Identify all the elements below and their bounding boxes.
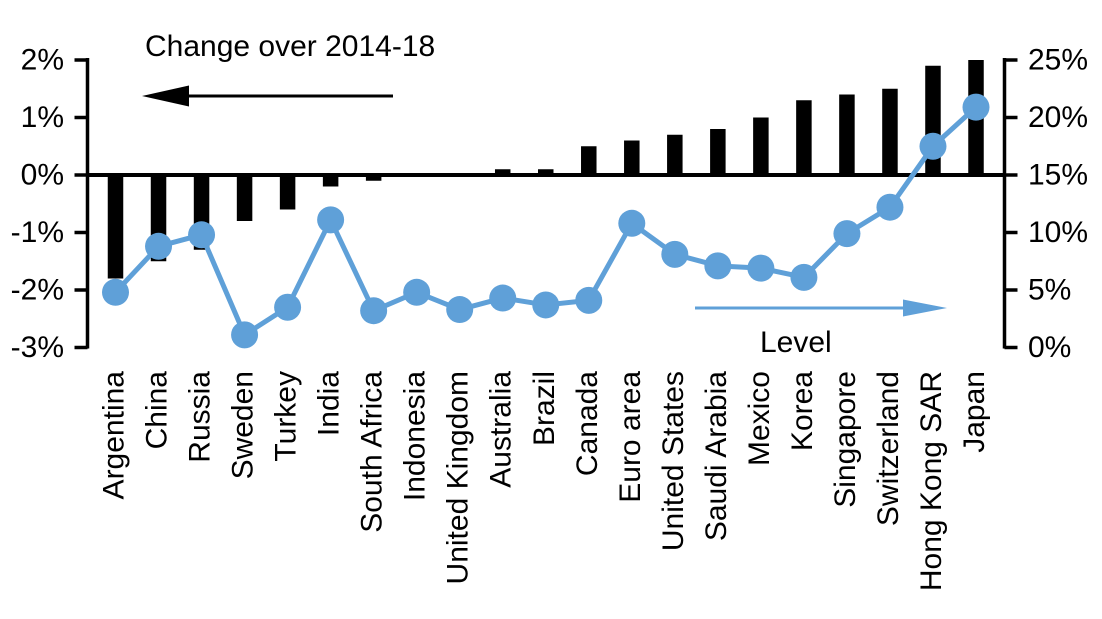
- left-axis-tick-label--1-: -1%: [11, 216, 64, 249]
- bar-mexico: [753, 117, 769, 175]
- bar-south-africa: [365, 175, 382, 181]
- right-axis-tick-label-10-: 10%: [1028, 216, 1088, 249]
- bar-korea: [796, 100, 812, 175]
- x-axis-label-hong-kong-sar: Hong Kong SAR: [915, 371, 948, 591]
- x-axis-label-japan: Japan: [958, 371, 991, 453]
- x-axis-label-canada: Canada: [571, 371, 604, 476]
- x-axis-label-singapore: Singapore: [829, 371, 862, 508]
- level-point-russia: [188, 221, 216, 249]
- level-point-korea: [790, 263, 818, 291]
- bar-canada: [581, 146, 597, 175]
- x-axis-label-united-kingdom: United Kingdom: [442, 371, 475, 584]
- level-point-japan: [962, 93, 990, 121]
- level-point-united-kingdom: [446, 296, 474, 324]
- bar-argentina: [107, 175, 124, 279]
- level-point-saudi-arabia: [704, 252, 732, 280]
- bar-brazil: [538, 169, 554, 175]
- level-point-switzerland: [876, 193, 904, 221]
- x-axis-label-korea: Korea: [786, 371, 819, 451]
- left-axis-tick-label-1-: 1%: [21, 101, 64, 134]
- line-series-label: Level: [760, 326, 832, 359]
- right-axis-tick-label-15-: 15%: [1028, 159, 1088, 192]
- x-axis-label-switzerland: Switzerland: [872, 371, 905, 526]
- x-axis-label-united-states: United States: [657, 371, 690, 551]
- x-axis-label-turkey: Turkey: [270, 371, 303, 462]
- x-axis-label-sweden: Sweden: [227, 371, 260, 479]
- level-point-sweden: [231, 321, 259, 349]
- level-point-brazil: [532, 291, 560, 319]
- x-axis-label-australia: Australia: [485, 371, 518, 488]
- right-axis-tick-label-5-: 5%: [1028, 274, 1071, 307]
- bar-sweden: [236, 175, 253, 221]
- x-axis-label-brazil: Brazil: [528, 371, 561, 446]
- right-axis-tick-label-25-: 25%: [1028, 44, 1088, 77]
- level-point-china: [145, 232, 173, 260]
- level-point-indonesia: [403, 278, 431, 306]
- level-point-south-africa: [360, 297, 388, 325]
- level-point-turkey: [274, 293, 302, 321]
- left-axis-tick-label-0-: 0%: [21, 159, 64, 192]
- level-point-australia: [489, 284, 517, 312]
- level-point-india: [317, 206, 345, 234]
- bar-series-label: Change over 2014-18: [145, 30, 436, 63]
- x-axis-label-indonesia: Indonesia: [399, 371, 432, 501]
- right-axis-tick-label-20-: 20%: [1028, 101, 1088, 134]
- x-axis-label-euro-area: Euro area: [614, 371, 647, 503]
- x-axis-label-mexico: Mexico: [743, 371, 776, 466]
- level-point-hong-kong-sar: [919, 132, 947, 160]
- level-point-united-states: [661, 240, 689, 268]
- right-axis-arrow-head: [903, 299, 947, 317]
- right-axis-tick-label-0-: 0%: [1028, 331, 1071, 364]
- x-axis-label-argentina: Argentina: [98, 371, 131, 500]
- bar-turkey: [279, 175, 296, 210]
- level-point-singapore: [833, 220, 861, 248]
- bar-australia: [494, 169, 511, 175]
- x-axis-label-russia: Russia: [184, 371, 217, 463]
- level-point-canada: [575, 286, 603, 314]
- bar-singapore: [839, 94, 855, 175]
- x-axis-label-saudi-arabia: Saudi Arabia: [700, 371, 733, 541]
- bar-euro-area: [624, 140, 640, 175]
- level-point-mexico: [747, 254, 775, 282]
- left-axis-tick-label-2-: 2%: [21, 44, 64, 77]
- bar-switzerland: [882, 88, 898, 175]
- level-point-argentina: [102, 278, 129, 306]
- left-axis-arrow-head: [142, 85, 189, 107]
- left-axis-tick-label--2-: -2%: [11, 274, 64, 307]
- x-axis-label-india: India: [313, 371, 346, 436]
- x-axis-label-china: China: [141, 371, 174, 450]
- level-point-euro-area: [618, 209, 646, 237]
- bar-india: [322, 175, 339, 187]
- bar-united-states: [667, 134, 683, 175]
- x-axis-label-south-africa: South Africa: [356, 371, 389, 533]
- bar-saudi-arabia: [710, 129, 726, 175]
- left-axis-tick-label--3-: -3%: [11, 331, 64, 364]
